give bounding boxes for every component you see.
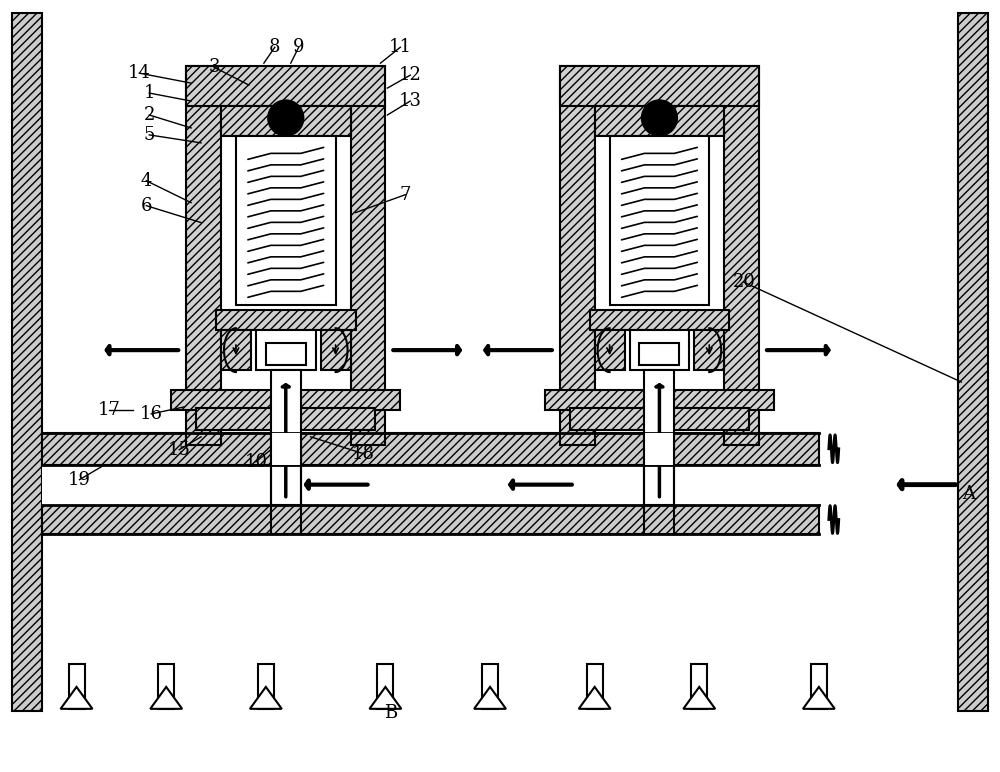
Bar [570, 408, 749, 430]
Bar [216, 310, 356, 330]
Text: 7: 7 [400, 186, 411, 204]
Bar [595, 330, 625, 370]
Bar [724, 66, 759, 445]
Bar [630, 330, 689, 370]
Text: 10: 10 [244, 452, 267, 471]
Bar [644, 433, 674, 465]
Text: 16: 16 [140, 405, 163, 423]
Bar [44, 466, 817, 503]
Bar [266, 344, 306, 365]
Bar [69, 664, 85, 709]
Bar [221, 106, 351, 136]
Bar [694, 330, 724, 370]
Bar [321, 330, 351, 370]
Bar [610, 136, 709, 305]
Bar [595, 106, 724, 136]
Text: A: A [962, 485, 975, 503]
Bar [377, 664, 393, 709]
Text: 17: 17 [98, 401, 121, 419]
Polygon shape [474, 687, 506, 709]
Polygon shape [250, 687, 282, 709]
Bar [271, 433, 301, 465]
Polygon shape [150, 687, 182, 709]
Text: 12: 12 [399, 66, 422, 84]
Bar [171, 390, 400, 410]
Circle shape [641, 100, 677, 136]
Text: 8: 8 [269, 39, 281, 56]
Polygon shape [369, 687, 401, 709]
Bar [256, 330, 316, 370]
Polygon shape [803, 687, 835, 709]
Text: 3: 3 [208, 58, 220, 76]
Text: 1: 1 [144, 84, 155, 102]
Polygon shape [579, 687, 611, 709]
Bar [587, 664, 603, 709]
Text: 9: 9 [293, 39, 304, 56]
Bar [560, 66, 595, 445]
Bar [811, 664, 827, 709]
Bar [42, 505, 819, 534]
Text: 11: 11 [389, 39, 412, 56]
Bar [958, 13, 988, 711]
Bar [42, 433, 819, 465]
Text: B: B [384, 704, 397, 722]
Bar [560, 66, 759, 106]
Text: 19: 19 [68, 471, 91, 489]
Bar [196, 408, 375, 430]
Text: 5: 5 [144, 126, 155, 144]
Bar [545, 390, 774, 410]
Text: 20: 20 [733, 273, 756, 291]
Text: 18: 18 [352, 445, 375, 462]
Bar [639, 344, 679, 365]
Polygon shape [61, 687, 92, 709]
Text: 15: 15 [168, 441, 191, 459]
Bar [482, 664, 498, 709]
Text: 2: 2 [144, 106, 155, 124]
Bar [186, 66, 221, 445]
Text: 4: 4 [141, 171, 152, 190]
Bar [351, 66, 385, 445]
Bar [644, 370, 674, 505]
Circle shape [268, 100, 304, 136]
Bar [12, 13, 42, 711]
Bar [691, 664, 707, 709]
Text: 6: 6 [141, 197, 152, 215]
Bar [236, 136, 336, 305]
Bar [42, 465, 819, 505]
Bar [186, 66, 385, 106]
Bar [158, 664, 174, 709]
Polygon shape [683, 687, 715, 709]
Bar [221, 330, 251, 370]
Text: 13: 13 [399, 92, 422, 110]
Bar [590, 310, 729, 330]
Bar [271, 370, 301, 505]
Text: 14: 14 [128, 64, 151, 82]
Bar [258, 664, 274, 709]
